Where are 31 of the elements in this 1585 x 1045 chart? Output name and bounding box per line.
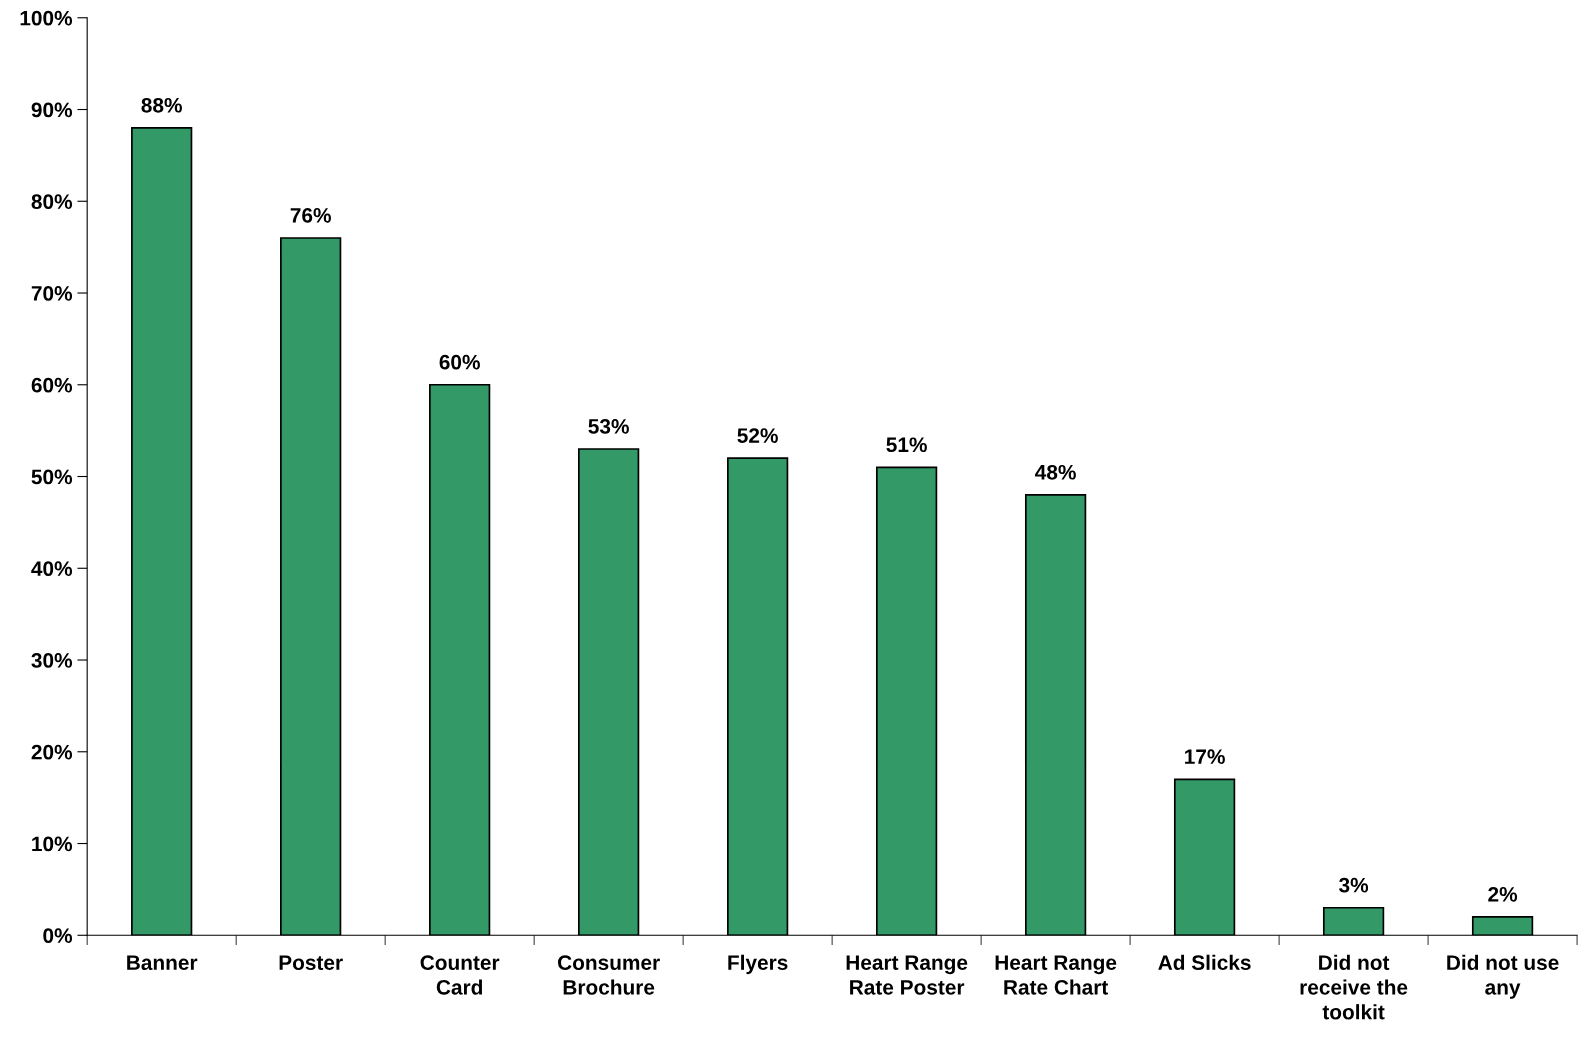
- y-tick-label: 50%: [31, 469, 73, 485]
- y-tick-label: 40%: [31, 561, 73, 577]
- x-tick-label: Ad Slicks: [1158, 954, 1251, 971]
- x-tick-label: Heart Range Rate Chart: [995, 955, 1117, 995]
- data-label: 2%: [1488, 886, 1518, 902]
- data-label: 3%: [1339, 877, 1369, 893]
- y-tick-label: 20%: [31, 744, 73, 760]
- data-label: 60%: [439, 354, 480, 370]
- y-tick-label: 100%: [20, 10, 73, 26]
- data-label: 53%: [588, 419, 629, 434]
- y-tick-label: 30%: [31, 653, 73, 668]
- y-tick-label: 70%: [31, 286, 73, 301]
- y-tick-label: 0%: [43, 928, 73, 944]
- x-tick-label: Did not use any: [1447, 954, 1559, 999]
- x-tick-label: Heart Range Rate Poster: [846, 955, 968, 995]
- y-tick-label: 90%: [31, 102, 73, 118]
- x-tick-label: Did not receive the toolkit: [1300, 954, 1408, 1020]
- y-tick-label: 80%: [31, 194, 73, 210]
- data-label: 48%: [1035, 464, 1076, 480]
- y-tick-label: 10%: [32, 836, 73, 852]
- data-label: 76%: [290, 207, 331, 223]
- data-label: 17%: [1185, 749, 1225, 765]
- x-tick-label: Poster: [279, 955, 343, 971]
- data-label: 52%: [737, 428, 778, 443]
- x-tick-label: Banner: [127, 955, 198, 971]
- data-label: 51%: [886, 437, 927, 453]
- x-tick-label: Counter Card: [420, 955, 500, 995]
- x-tick-label: Flyers: [728, 954, 788, 975]
- data-label: 88%: [141, 97, 182, 113]
- x-tick-label: Consumer Brochure: [557, 955, 660, 995]
- y-tick-label: 60%: [31, 377, 73, 393]
